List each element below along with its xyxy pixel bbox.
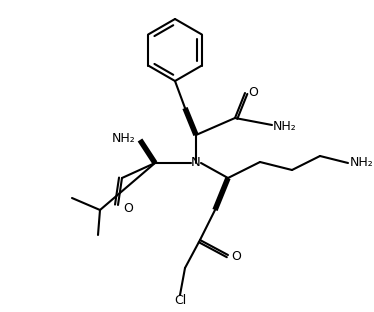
Text: NH₂: NH₂ (273, 120, 297, 134)
Text: NH₂: NH₂ (112, 131, 136, 144)
Text: N: N (191, 157, 201, 169)
Text: NH₂: NH₂ (350, 157, 374, 169)
Text: Cl: Cl (174, 295, 186, 308)
Text: O: O (231, 251, 241, 264)
Text: O: O (123, 202, 133, 216)
Text: O: O (248, 86, 258, 100)
